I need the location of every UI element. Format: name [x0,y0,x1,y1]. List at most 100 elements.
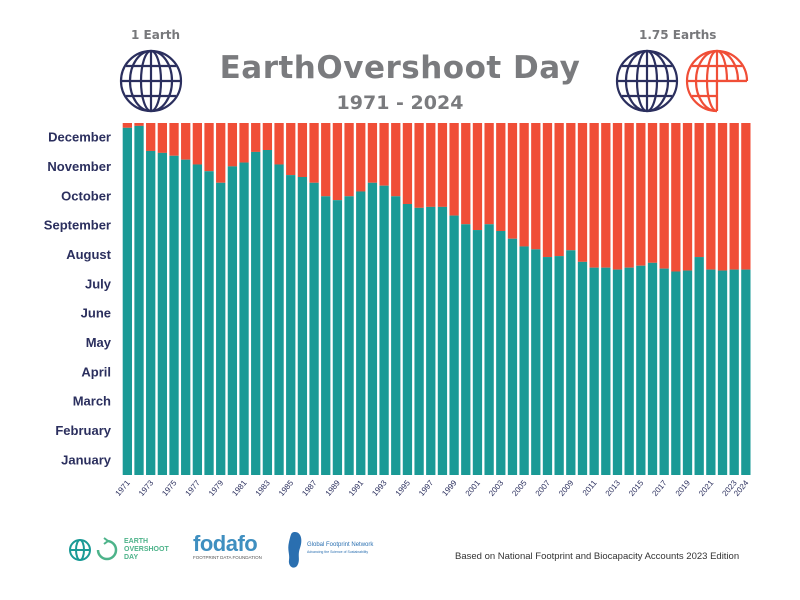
y-tick-label: June [81,306,111,321]
bar-budget-2018 [671,271,681,475]
partial-globe-icon [685,49,749,113]
x-tick-label: 1993 [370,478,389,498]
bar-overshoot-2006 [531,123,541,250]
bar-budget-2011 [589,267,599,475]
bar-budget-2001 [472,230,483,475]
y-tick-label: December [48,130,111,145]
bar-overshoot-2020 [694,123,704,258]
x-tick-label: 1987 [300,478,319,498]
x-tick-label: 1973 [137,478,156,498]
one-earth-label: 1 Earth [131,28,181,42]
bar-budget-1990 [344,196,354,475]
bar-overshoot-1985 [286,123,296,176]
bar-overshoot-1978 [204,123,214,172]
bar-overshoot-2002 [484,123,494,225]
bar-overshoot-2000 [461,123,471,225]
bar-overshoot-2007 [542,123,553,258]
bar-budget-1993 [379,185,389,475]
chart-subtitle: 1971 - 2024 [336,92,464,114]
bar-budget-2016 [647,262,658,475]
x-tick-label: 2017 [650,478,669,498]
x-tick-label: 2009 [557,478,576,498]
bar-budget-1995 [402,204,413,475]
bar-budget-2013 [612,269,623,475]
x-tick-label: 2005 [510,478,529,498]
logo-text: OVERSHOOT [124,546,169,553]
bar-budget-2022 [717,270,728,475]
bar-budget-2010 [577,261,588,475]
bar-budget-1975 [169,155,179,475]
bar-overshoot-2018 [671,123,681,272]
bar-overshoot-1972 [134,123,144,126]
earths-needed-label: 1.75 Earths [639,28,717,42]
x-tick-label: 2011 [581,478,599,497]
bar-budget-1997 [426,206,436,475]
y-tick-label: July [85,276,112,291]
bar-overshoot-1988 [321,123,331,197]
logo-text: FOOTPRINT DATA FOUNDATION [193,555,262,560]
source-note: Based on National Footprint and Biocapac… [455,551,740,562]
y-tick-label: November [47,159,111,174]
bar-budget-2006 [531,249,541,475]
bar-budget-2019 [682,270,693,475]
x-tick-label: 2001 [464,478,483,498]
x-tick-label: 2003 [487,478,506,498]
overshoot-chart: January February March April May June July Augu… [44,123,751,498]
x-tick-label: 1975 [160,478,179,498]
x-tick-label: 1979 [207,478,226,498]
bar-budget-2023 [729,269,739,475]
y-tick-label: September [44,218,111,233]
y-tick-label: March [73,394,111,409]
bar-budget-2014 [624,267,634,475]
bar-overshoot-1975 [169,123,179,156]
bar-budget-1971 [122,127,132,476]
bar-budget-2000 [461,224,471,475]
bar-budget-1991 [356,191,366,475]
fodafo-logo: fodafo FOOTPRINT DATA FOUNDATION [193,533,262,561]
bar-budget-1983 [262,150,273,475]
bar-budget-2020 [694,257,704,475]
bar-overshoot-1993 [379,123,389,186]
chart-title: EarthOvershoot Day [219,50,581,86]
bar-budget-1982 [251,151,261,475]
bar-overshoot-2012 [601,123,611,268]
bar-overshoot-1980 [227,123,238,167]
bar-budget-1976 [181,159,191,475]
y-tick-label: February [55,423,111,438]
bar-overshoot-1989 [332,123,343,201]
bar-budget-1992 [367,182,378,475]
y-tick-label: October [61,188,111,203]
bar-overshoot-1986 [297,123,308,178]
bar-overshoot-1998 [437,123,448,207]
bar-overshoot-1979 [216,123,226,183]
bar-overshoot-2023 [729,123,739,270]
bar-budget-1973 [146,150,156,476]
globe-icon [119,49,183,113]
bar-budget-1998 [437,206,448,475]
bar-overshoot-2019 [682,123,693,271]
bar-overshoot-2013 [612,123,623,270]
bar-budget-2005 [519,246,529,475]
bar-overshoot-2009 [566,123,576,251]
x-tick-label: 1999 [440,478,459,498]
bar-overshoot-1982 [251,123,261,152]
bar-overshoot-2005 [519,123,529,247]
x-tick-label: 2007 [534,478,553,498]
y-tick-label: January [61,452,112,467]
bar-budget-1977 [192,164,203,475]
bar-overshoot-2011 [589,123,599,268]
bar-overshoot-1984 [274,123,284,165]
bar-overshoot-1973 [146,123,156,151]
logo-text: EARTH [124,538,149,545]
bar-overshoot-2022 [717,123,728,271]
bar-overshoot-2016 [647,123,658,263]
bar-overshoot-2004 [507,123,518,239]
bar-budget-1999 [449,215,459,476]
logo-text: Global Footprint Network [307,542,374,548]
bar-budget-2021 [706,269,716,475]
earth-overshoot-day-logo: EARTH OVERSHOOT DAY [68,537,198,567]
bar-budget-1986 [297,177,308,475]
x-tick-label: 1985 [277,478,296,498]
bar-budget-2002 [484,224,494,475]
bar-budget-1994 [391,196,401,475]
